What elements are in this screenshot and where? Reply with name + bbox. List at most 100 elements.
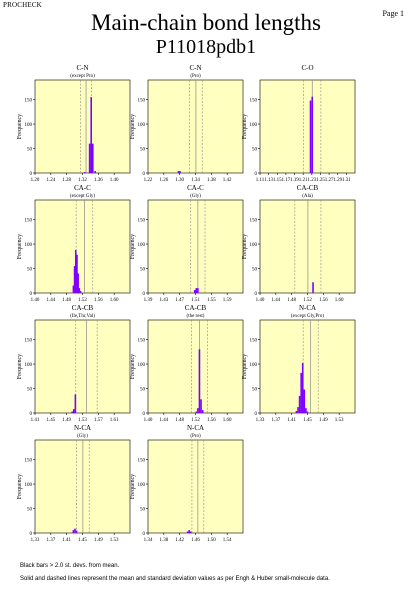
x-tick-label: 1.27 (325, 178, 334, 183)
y-tick-label: 0 (30, 292, 33, 297)
histogram-bar (91, 143, 94, 173)
y-tick-label: 50 (252, 388, 258, 393)
x-tick-label: 1.49 (94, 538, 103, 543)
y-tick-label: 50 (140, 148, 146, 153)
y-tick-label: 150 (138, 339, 146, 344)
y-tick-label: 150 (25, 219, 33, 224)
x-tick-label: 1.47 (175, 298, 184, 303)
y-tick-label: 150 (250, 99, 258, 104)
x-tick-label: 1.22 (144, 178, 153, 183)
x-tick-label: 1.51 (191, 298, 200, 303)
plot-panel (147, 319, 244, 414)
x-tick-label: 1.48 (175, 418, 184, 423)
y-axis-label: Frequency (17, 114, 23, 139)
histogram-bar (298, 395, 301, 413)
panel-title: CA-CB (297, 184, 319, 192)
x-tick-label: 1.13 (264, 178, 273, 183)
x-tick-label: 1.41 (31, 418, 40, 423)
y-axis-label: Frequency (130, 354, 136, 379)
y-tick-label: 50 (27, 508, 33, 513)
histogram-bar (72, 285, 75, 293)
histogram-bar (186, 531, 189, 533)
plot-panel (259, 199, 356, 294)
histogram-bar (198, 349, 201, 413)
x-tick-label: 1.38 (207, 178, 216, 183)
histogram-bar (179, 171, 181, 173)
y-tick-label: 0 (143, 412, 146, 417)
histogram-2: C-N (Pro) 0 50 100 150 1.22 1.26 1.30 1.34 1.38 1.4… (130, 64, 244, 183)
x-tick-label: 1.40 (31, 298, 40, 303)
histogram-bar (71, 411, 74, 413)
panel-subtitle: (the rest) (187, 314, 205, 319)
x-tick-label: 1.29 (333, 178, 342, 183)
histogram-bar (75, 530, 78, 533)
y-tick-label: 100 (138, 363, 146, 368)
y-tick-label: 0 (30, 172, 33, 177)
x-tick-label: 1.52 (191, 418, 200, 423)
x-tick-label: 1.37 (271, 418, 280, 423)
x-tick-label: 1.41 (287, 418, 296, 423)
x-tick-label: 1.48 (287, 298, 296, 303)
histogram-bar (193, 290, 196, 293)
y-tick-label: 150 (138, 459, 146, 464)
plot-panel (34, 199, 131, 294)
histogram-bar (305, 408, 307, 413)
panel-subtitle: (Gly) (190, 194, 201, 199)
x-tick-label: 1.60 (335, 298, 344, 303)
x-tick-label: 1.50 (207, 538, 216, 543)
histogram-bar (72, 530, 75, 533)
x-tick-label: 1.56 (207, 418, 216, 423)
histogram-bar (189, 531, 192, 533)
histogram-bar (84, 172, 86, 173)
plot-panel (147, 199, 244, 294)
x-tick-label: 1.38 (159, 538, 168, 543)
histogram-3: C-O 0 50 100 150 1.11 1.13 1.15 1.17 1.19 1.21 1.23… (242, 64, 356, 183)
panel-subtitle: (Gly) (77, 434, 88, 439)
y-tick-label: 150 (25, 99, 33, 104)
panel-title: N-CA (187, 424, 204, 432)
y-tick-label: 0 (143, 532, 146, 537)
x-tick-label: 1.57 (94, 418, 103, 423)
x-tick-label: 1.30 (175, 178, 184, 183)
y-axis-label: Frequency (130, 114, 136, 139)
histogram-bar (195, 288, 198, 293)
plot-panel (34, 439, 131, 534)
y-tick-label: 100 (25, 483, 33, 488)
panel-title: C-O (301, 64, 313, 72)
page-subtitle: P11018pdb1 (155, 36, 257, 58)
panel-title: C-N (189, 64, 201, 72)
x-tick-label: 1.49 (62, 418, 71, 423)
histogram-bar (94, 171, 96, 173)
y-tick-label: 50 (27, 388, 33, 393)
x-tick-label: 1.21 (299, 178, 308, 183)
y-tick-label: 50 (140, 268, 146, 273)
histogram-7: CA-CB (Ile,Thr,Val) 0 50 100 150 1.41 1.45 1.49 1… (17, 304, 131, 423)
y-tick-label: 50 (27, 148, 33, 153)
y-axis-label: Frequency (130, 474, 136, 499)
x-tick-label: 1.33 (256, 418, 265, 423)
x-tick-label: 1.55 (207, 298, 216, 303)
x-tick-label: 1.37 (46, 538, 55, 543)
histogram-bar (300, 372, 302, 413)
x-tick-label: 1.11 (256, 178, 265, 183)
panel-subtitle: (except Pro) (70, 74, 95, 79)
y-tick-label: 150 (138, 219, 146, 224)
x-tick-label: 1.42 (175, 538, 184, 543)
y-tick-label: 100 (138, 483, 146, 488)
y-tick-label: 0 (255, 292, 258, 297)
x-tick-label: 1.26 (159, 178, 168, 183)
histogram-bar (72, 409, 75, 413)
y-tick-label: 150 (250, 339, 258, 344)
y-tick-label: 100 (250, 243, 258, 248)
histogram-bar (88, 143, 91, 173)
histogram-bar (301, 363, 304, 413)
plot-panel (259, 319, 356, 414)
panel-title: CA-C (74, 184, 91, 192)
y-tick-label: 50 (140, 388, 146, 393)
x-tick-label: 1.25 (316, 178, 325, 183)
x-tick-label: 1.42 (223, 178, 232, 183)
histogram-bar (309, 100, 312, 173)
x-tick-label: 1.39 (144, 298, 153, 303)
histogram-bar (90, 97, 93, 173)
histogram-bar (74, 394, 77, 413)
